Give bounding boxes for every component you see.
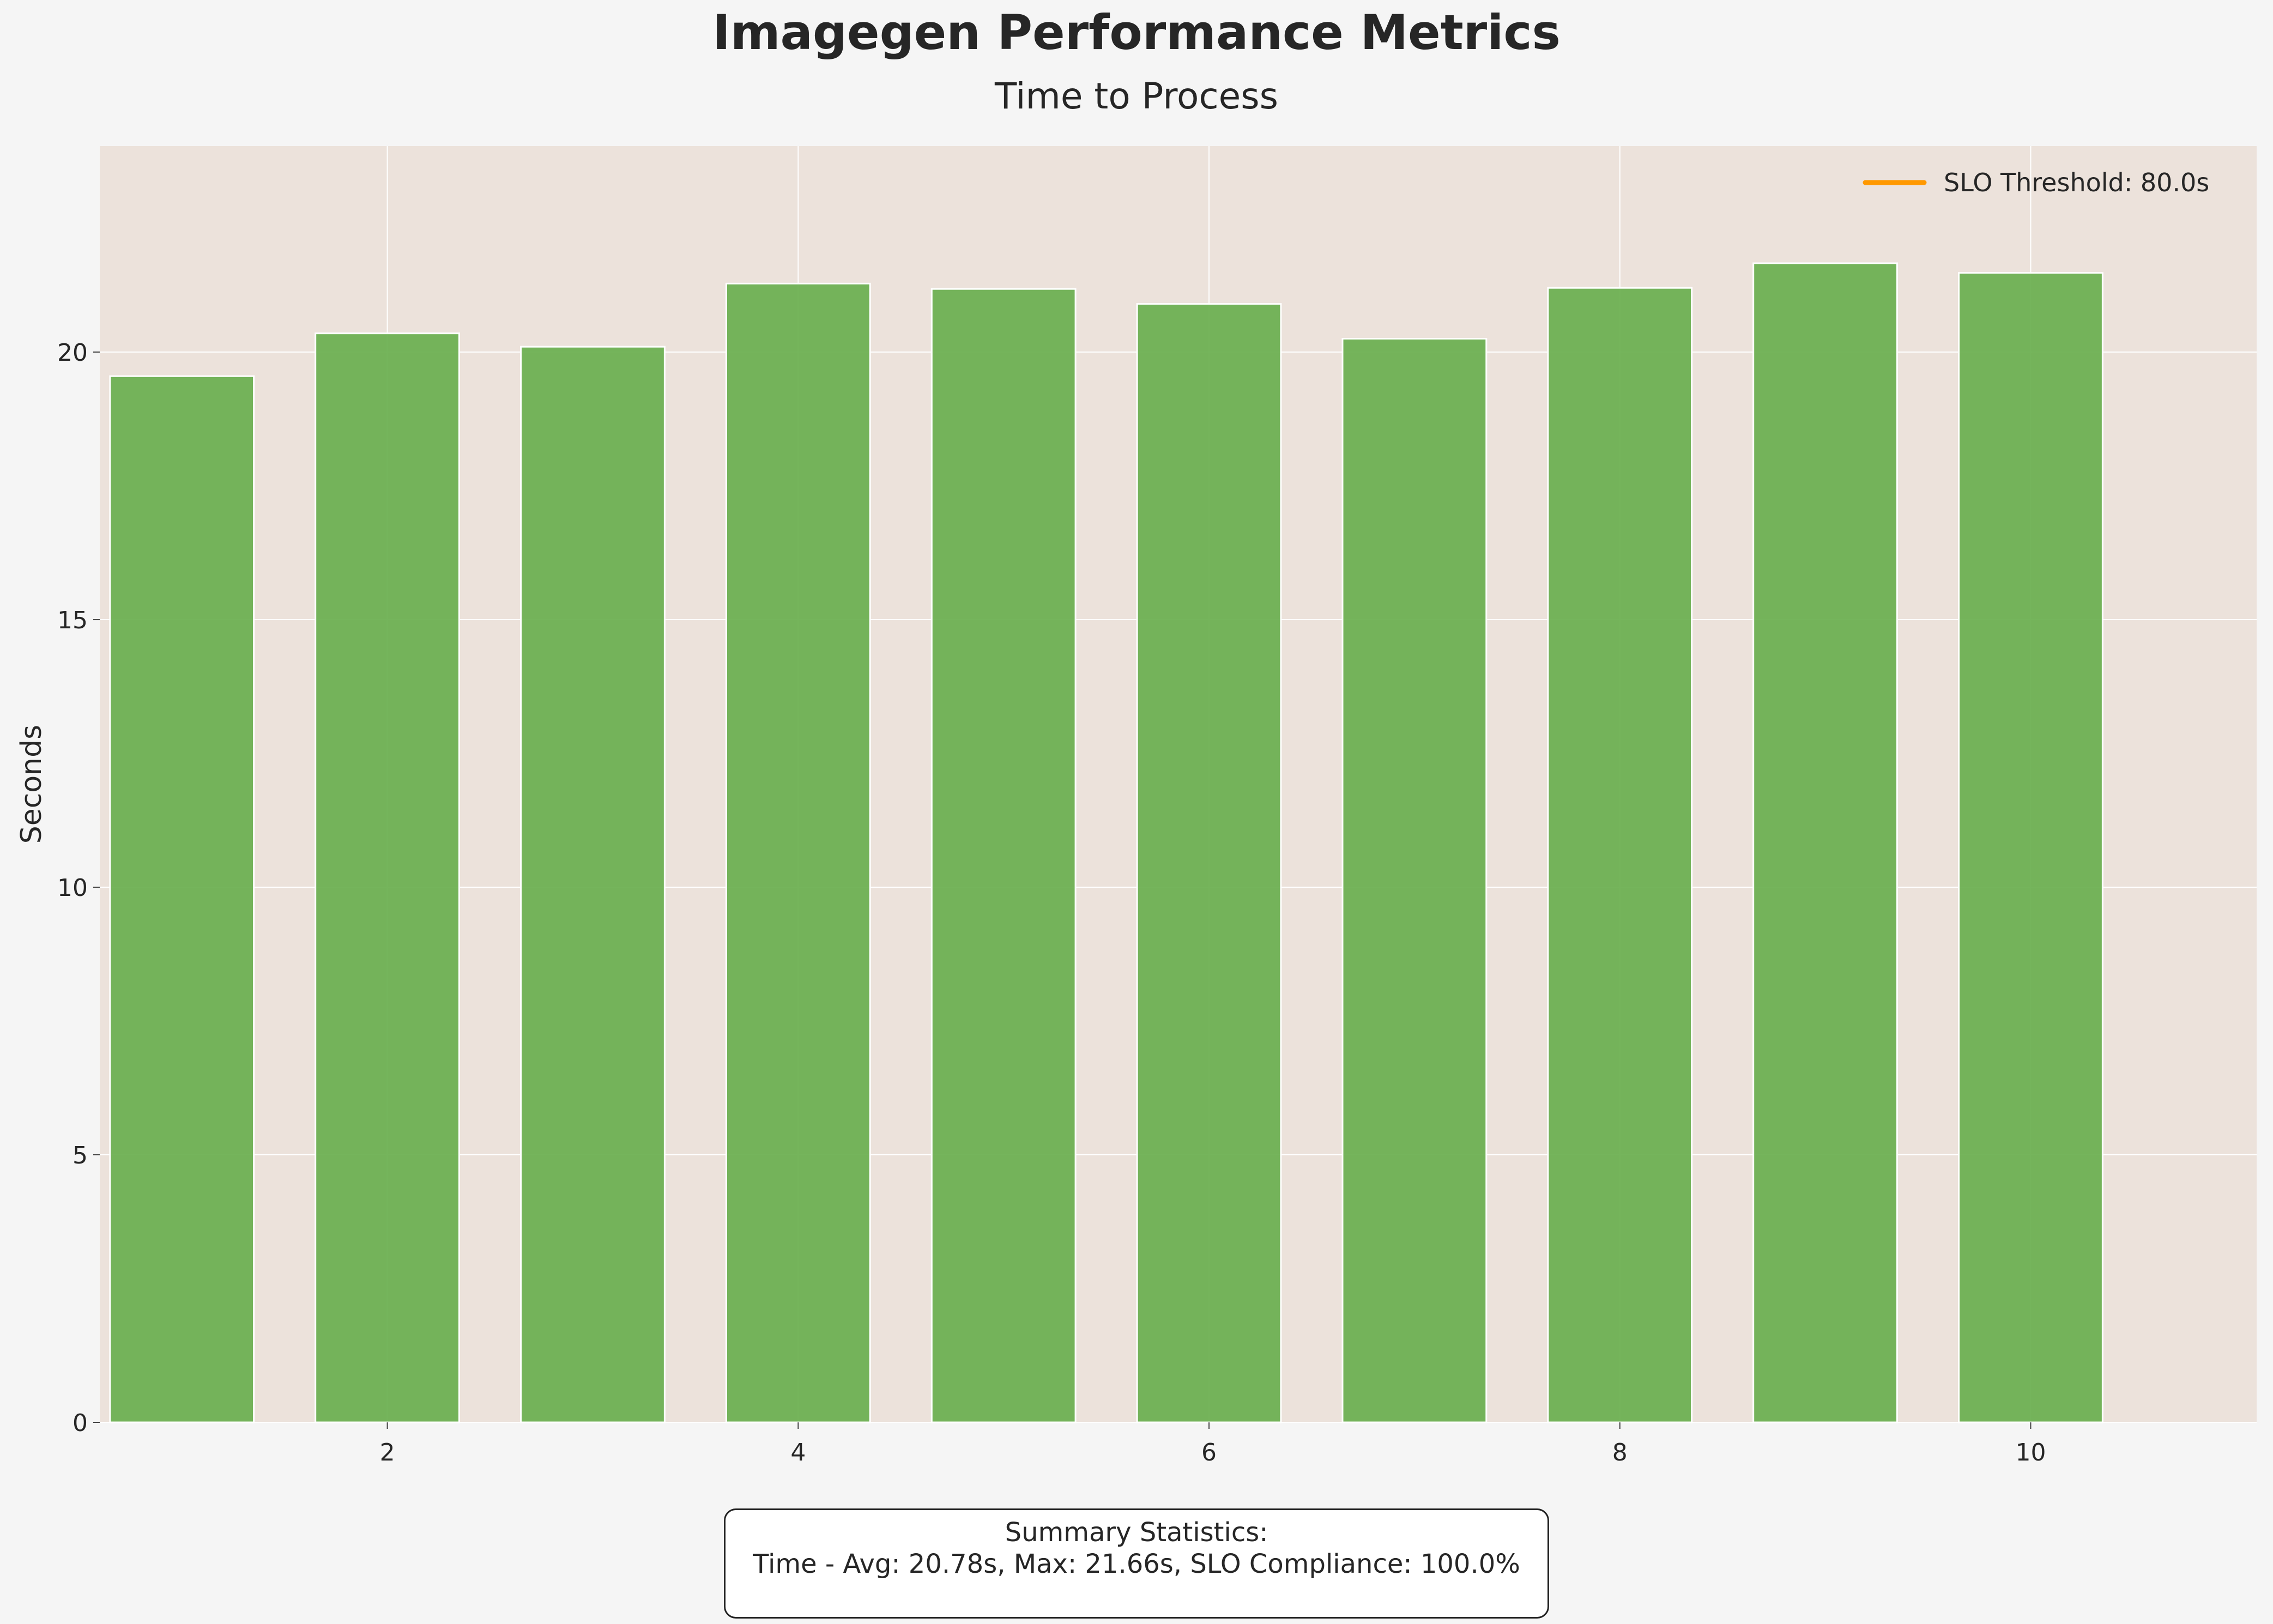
legend-threshold-label: SLO Threshold: 80.0s [1944,168,2209,197]
bar [109,375,255,1423]
summary-line: Time - Avg: 20.78s, Max: 21.66s, SLO Com… [753,1549,1520,1579]
y-tick-label: 20 [57,339,88,367]
summary-statistics-box: Summary Statistics: Time - Avg: 20.78s, … [724,1508,1549,1619]
bar [1136,303,1282,1423]
bar [1958,272,2103,1423]
y-tick-label: 15 [57,607,88,634]
x-tick-label: 8 [1612,1439,1628,1467]
bar [725,282,871,1423]
bar [1752,262,1898,1423]
bar [930,288,1077,1423]
y-tick-label: 0 [72,1409,88,1437]
bar [520,346,666,1423]
y-tick-label: 5 [72,1142,88,1169]
x-tick-label: 4 [790,1439,806,1467]
y-tick-label: 10 [57,874,88,902]
chart-title: Imagegen Performance Metrics [712,4,1561,60]
x-tick-label: 2 [380,1439,395,1467]
x-tick-label: 6 [1201,1439,1217,1467]
x-tick-label: 10 [2015,1439,2046,1467]
y-axis-label: Seconds [15,725,48,844]
bar [1341,338,1488,1423]
chart-subtitle: Time to Process [994,75,1279,117]
bar [315,332,460,1423]
bar [1547,287,1693,1423]
summary-heading: Summary Statistics: [1005,1517,1268,1548]
